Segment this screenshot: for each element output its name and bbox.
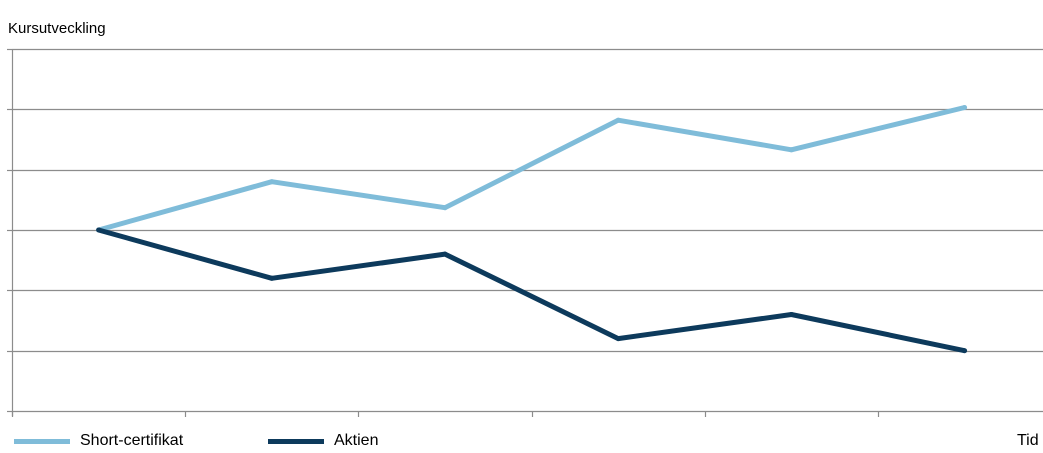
data-point-aktien — [615, 336, 621, 342]
legend-swatch-aktien — [268, 438, 324, 444]
gridlines — [7, 48, 1043, 413]
series-line-aktien — [97, 227, 966, 354]
series-line-short-certifikat — [97, 105, 966, 233]
legend-item-short-certifikat: Short-certifikat — [14, 432, 183, 450]
data-point-aktien — [788, 312, 794, 317]
legend-label-aktien: Aktien — [334, 432, 379, 449]
data-point-aktien — [962, 348, 968, 354]
data-point-aktien — [442, 251, 448, 257]
data-point-aktien — [96, 227, 102, 233]
axes — [11, 49, 880, 417]
data-point-aktien — [269, 275, 275, 281]
data-point-short-certifikat — [442, 205, 448, 211]
legend-swatch-short-certifikat — [14, 438, 70, 444]
data-point-short-certifikat — [788, 147, 794, 153]
data-point-short-certifikat — [615, 117, 621, 123]
chart-title: Kursutveckling — [8, 20, 106, 37]
legend-item-aktien: Aktien — [268, 432, 378, 450]
data-point-short-certifikat — [962, 105, 968, 110]
x-axis-label: Tid — [1017, 432, 1039, 449]
legend-label-short-certifikat: Short-certifikat — [80, 432, 184, 449]
data-point-short-certifikat — [269, 179, 275, 185]
series-lines — [96, 105, 968, 354]
